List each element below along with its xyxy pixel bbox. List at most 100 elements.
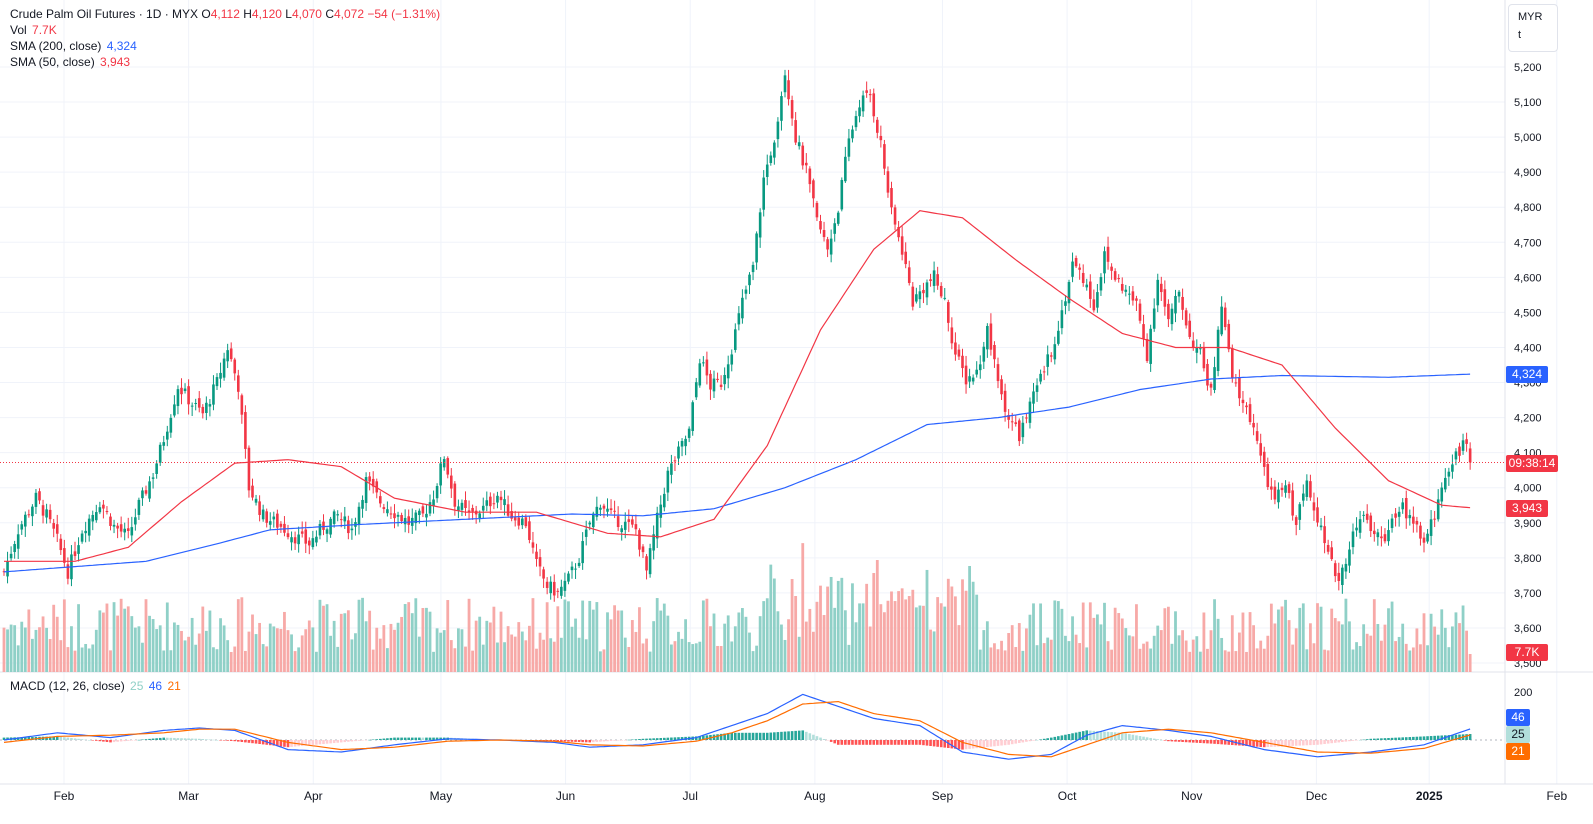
sma200-legend[interactable]: SMA (200, close) 4,324 (10, 38, 137, 54)
candle-body (304, 529, 308, 544)
macd-histogram-bar (286, 740, 290, 748)
candle-body (190, 405, 194, 407)
volume-bar (535, 648, 538, 672)
candle-body (1277, 489, 1280, 503)
candle-body (1241, 399, 1245, 404)
volume-legend[interactable]: Vol 7.7K (10, 22, 57, 38)
price-axis-tick: 4,900 (1514, 167, 1542, 179)
volume-bar (1323, 649, 1326, 672)
candle-body (375, 481, 379, 493)
macd-histogram-bar (563, 740, 567, 742)
macd-histogram-bar (73, 738, 77, 740)
volume-bar (1380, 640, 1383, 672)
volume-bar (783, 639, 787, 672)
volume-bar (939, 603, 943, 672)
volume-bar (1156, 625, 1160, 672)
macd-histogram-bar (229, 740, 233, 741)
candle-body (371, 478, 375, 487)
macd-histogram-bar (929, 740, 932, 746)
candle-body (1227, 323, 1231, 350)
candle-body (801, 145, 805, 166)
sma200-label: SMA (200, close) (10, 39, 102, 53)
volume-bar (989, 647, 993, 672)
candle-body (840, 179, 844, 210)
volume-bar (804, 621, 808, 672)
candle-body (723, 374, 726, 385)
volume-bar (23, 627, 27, 672)
volume-bar (176, 624, 180, 672)
volume-bar (442, 630, 446, 672)
candle-body (836, 212, 840, 224)
volume-bar (570, 626, 574, 672)
candle-body (1302, 493, 1305, 501)
price-axis-tick: 4,000 (1514, 483, 1542, 495)
volume-bar (1362, 624, 1366, 672)
candle-body (485, 500, 489, 506)
volume-bar (1127, 635, 1131, 672)
macd-histogram-bar (425, 737, 428, 740)
volume-bar (457, 628, 460, 672)
volume-bar (467, 598, 471, 672)
countdown-price-tag: 09:38:14 (1506, 455, 1558, 472)
volume-bar (1110, 649, 1113, 672)
candle-body (1284, 485, 1287, 493)
candle-body (627, 519, 631, 522)
candle-body (1248, 404, 1252, 423)
candle-body (27, 514, 31, 516)
macd-histogram-bar (904, 740, 907, 745)
candle-body (1035, 385, 1039, 392)
macd-legend[interactable]: MACD (12, 26, close) 25 46 21 (10, 678, 181, 694)
macd-histogram-bar (155, 738, 158, 740)
symbol-legend[interactable]: Crude Palm Oil Futures · 1D · MYX O4,112… (10, 6, 440, 22)
volume-bar (812, 631, 815, 672)
currency-unit-button[interactable]: MYR t (1508, 4, 1558, 52)
candle-body (421, 506, 425, 514)
volume-bar (595, 602, 599, 672)
sma50-legend[interactable]: SMA (50, close) 3,943 (10, 54, 130, 70)
candle-body (98, 507, 102, 513)
candle-body (364, 477, 368, 504)
candle-body (1188, 320, 1191, 337)
candle-body (1351, 531, 1355, 548)
candle-body (258, 501, 261, 515)
volume-bar (1025, 628, 1028, 672)
volume-bar (286, 630, 290, 672)
macd-histogram-bar (680, 737, 684, 740)
candle-body (1220, 306, 1223, 335)
macd-histogram-bar (63, 737, 66, 740)
candle-body (1355, 527, 1358, 531)
volume-bar (432, 651, 435, 672)
macd-histogram-bar (1099, 731, 1103, 740)
candle-body (698, 363, 702, 386)
candle-body (1373, 530, 1376, 535)
volume-bar (822, 615, 826, 672)
volume-bar (233, 646, 237, 672)
macd-histogram-bar (1465, 734, 1468, 740)
macd-histogram-bar (876, 740, 879, 745)
volume-bar (542, 639, 545, 672)
macd-histogram-bar (652, 738, 655, 740)
volume-bar (162, 650, 166, 672)
candle-body (978, 364, 982, 371)
candle-body (77, 545, 80, 554)
candle-body (794, 120, 797, 143)
volume-bar (929, 629, 932, 672)
candle-body (105, 510, 109, 513)
candle-body (744, 289, 748, 294)
macd-histogram-bar (382, 738, 386, 740)
volume-bar (311, 627, 315, 672)
candle-body (1177, 291, 1181, 297)
macd-histogram-bar (31, 736, 34, 740)
volume-bar (1415, 628, 1419, 672)
volume-bar (201, 606, 205, 672)
price-axis-tick: 4,800 (1514, 202, 1542, 214)
volume-bar (1167, 606, 1170, 672)
candle-body (265, 511, 268, 523)
candle-body (95, 512, 98, 521)
candle-body (790, 100, 794, 119)
macd-histogram-bar (428, 737, 432, 740)
candle-body (1216, 329, 1220, 371)
macd-histogram-bar (1401, 737, 1404, 740)
macd-histogram-bar (666, 737, 670, 740)
